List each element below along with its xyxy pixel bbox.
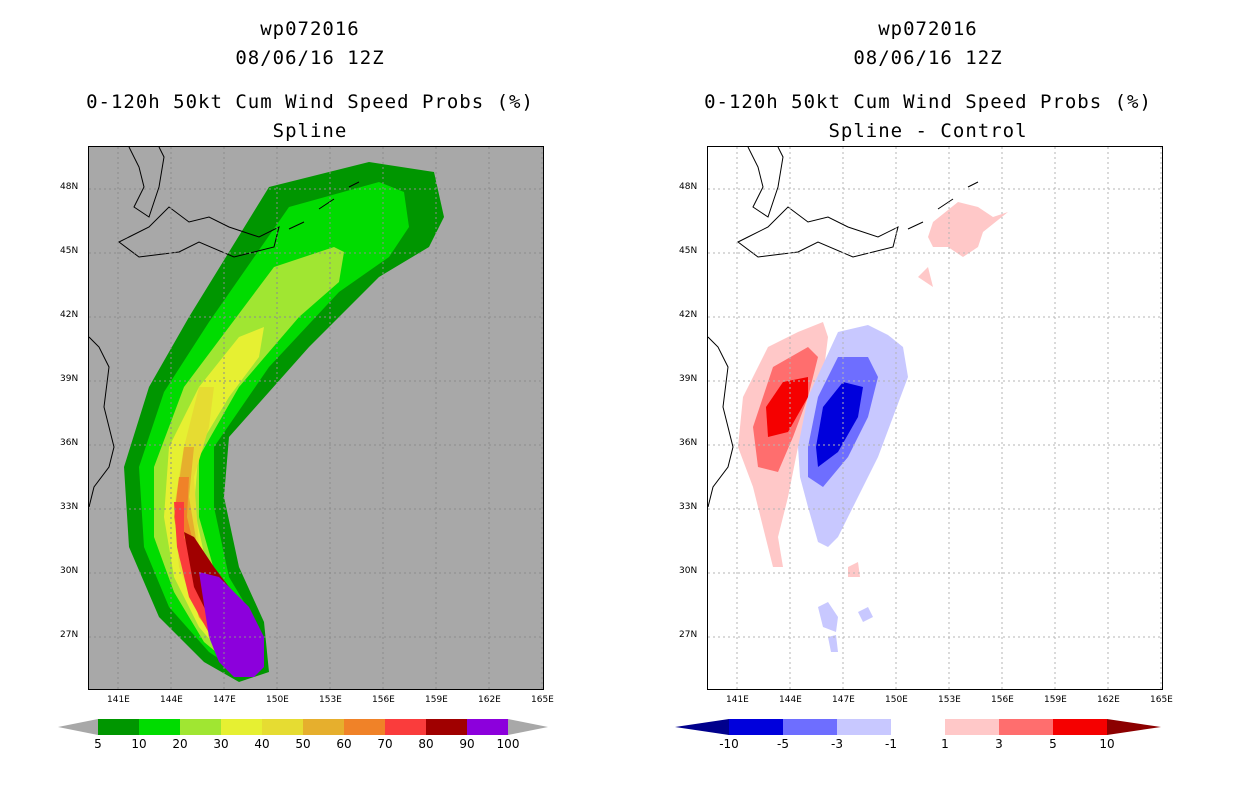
lon-tick-label: 162E <box>478 695 501 705</box>
colorbar-swatch <box>303 719 344 735</box>
coastline-kuril <box>907 181 979 230</box>
colorbar-swatch <box>783 719 837 735</box>
lat-tick-label: 39N <box>679 374 698 384</box>
right-product-title: 0-120h 50kt Cum Wind Speed Probs (%) <box>704 91 1152 113</box>
colorbar-swatch <box>139 719 180 735</box>
lon-tick-label: 153E <box>319 695 342 705</box>
lat-tick-label: 48N <box>60 182 79 192</box>
colorbar-low-arrow <box>58 719 98 735</box>
colorbar-label: 70 <box>377 737 393 751</box>
colorbar-label: 5 <box>94 737 102 751</box>
lat-tick-label: 33N <box>679 502 698 512</box>
colorbar-high-arrow <box>1107 719 1161 735</box>
colorbar-low-arrow <box>675 719 729 735</box>
colorbar-label: 50 <box>295 737 311 751</box>
colorbar-swatch <box>999 719 1053 735</box>
left-product-title: 0-120h 50kt Cum Wind Speed Probs (%) <box>86 91 534 113</box>
lat-tick-label: 45N <box>679 246 698 256</box>
colorbar-swatch <box>344 719 385 735</box>
colorbar-label: 90 <box>459 737 475 751</box>
coastline-kuril <box>288 181 360 230</box>
colorbar-swatch <box>262 719 303 735</box>
colorbar-swatch <box>98 719 139 735</box>
lat-tick-label: 27N <box>679 630 698 640</box>
lon-tick-label: 165E <box>1150 695 1173 705</box>
colorbar-swatch <box>385 719 426 735</box>
lat-tick-label: 36N <box>60 438 79 448</box>
diff-negative-south <box>818 602 873 652</box>
coastline-hokkaido <box>118 147 280 258</box>
colorbar-label: 1 <box>941 737 949 751</box>
right-colorbar: -10 -5 -3 -1 1 3 5 10 <box>675 719 1161 757</box>
lon-tick-label: 147E <box>213 695 236 705</box>
lon-tick-label: 150E <box>885 695 908 705</box>
grid-lines <box>708 147 1162 689</box>
lat-tick-label: 27N <box>60 630 79 640</box>
lat-tick-label: 48N <box>679 182 698 192</box>
colorbar-label: 80 <box>418 737 434 751</box>
lon-tick-label: 144E <box>160 695 183 705</box>
colorbar-label: 5 <box>1049 737 1057 751</box>
colorbar-swatch <box>180 719 221 735</box>
colorbar-label: 100 <box>496 737 520 751</box>
colorbar-high-arrow <box>508 719 548 735</box>
lon-tick-label: 153E <box>938 695 961 705</box>
right-difference-map <box>707 146 1163 690</box>
colorbar-swatch <box>221 719 262 735</box>
colorbar-swatch <box>729 719 783 735</box>
left-subtitle: Spline <box>272 120 348 142</box>
left-colorbar: 5 10 20 30 40 50 60 70 80 90 100 <box>58 719 548 757</box>
right-datetime: 08/06/16 12Z <box>853 47 1003 69</box>
diff-positive-ne <box>848 202 1008 577</box>
lon-tick-label: 156E <box>372 695 395 705</box>
left-datetime: 08/06/16 12Z <box>235 47 385 69</box>
colorbar-swatch <box>891 719 945 735</box>
colorbar-label: 60 <box>336 737 352 751</box>
left-probability-map <box>88 146 544 690</box>
lon-tick-label: 165E <box>531 695 554 705</box>
lat-tick-label: 42N <box>60 310 79 320</box>
colorbar-label: -3 <box>831 737 843 751</box>
diff-positive-5 <box>766 377 808 437</box>
colorbar-label: -5 <box>777 737 789 751</box>
colorbar-label: 40 <box>254 737 270 751</box>
lat-tick-label: 33N <box>60 502 79 512</box>
diff-negative-5 <box>816 382 863 467</box>
lon-tick-label: 156E <box>991 695 1014 705</box>
colorbar-label: -1 <box>885 737 897 751</box>
right-storm-id: wp072016 <box>878 18 978 40</box>
coastline-honshu <box>89 336 115 508</box>
colorbar-label: 10 <box>131 737 147 751</box>
lat-tick-label: 45N <box>60 246 79 256</box>
left-storm-id: wp072016 <box>260 18 360 40</box>
colorbar-swatch <box>426 719 467 735</box>
colorbar-label: 20 <box>172 737 188 751</box>
coastline-hokkaido <box>737 147 899 258</box>
right-subtitle: Spline - Control <box>828 120 1028 142</box>
colorbar-swatch <box>837 719 891 735</box>
colorbar-swatch <box>467 719 508 735</box>
lat-tick-label: 30N <box>679 566 698 576</box>
colorbar-label: 10 <box>1099 737 1115 751</box>
lon-tick-label: 162E <box>1097 695 1120 705</box>
lat-tick-label: 42N <box>679 310 698 320</box>
coastline-honshu <box>708 336 734 508</box>
lat-tick-label: 30N <box>60 566 79 576</box>
lon-tick-label: 144E <box>779 695 802 705</box>
lon-tick-label: 150E <box>266 695 289 705</box>
prob-band-100 <box>199 572 264 677</box>
colorbar-label: -10 <box>719 737 739 751</box>
lat-tick-label: 39N <box>60 374 79 384</box>
lon-tick-label: 147E <box>832 695 855 705</box>
colorbar-swatch <box>1053 719 1107 735</box>
colorbar-label: 30 <box>213 737 229 751</box>
lon-tick-label: 141E <box>726 695 749 705</box>
lon-tick-label: 141E <box>107 695 130 705</box>
lat-tick-label: 36N <box>679 438 698 448</box>
grid-lines <box>89 147 543 689</box>
colorbar-swatch <box>945 719 999 735</box>
lon-tick-label: 159E <box>425 695 448 705</box>
colorbar-label: 3 <box>995 737 1003 751</box>
lon-tick-label: 159E <box>1044 695 1067 705</box>
